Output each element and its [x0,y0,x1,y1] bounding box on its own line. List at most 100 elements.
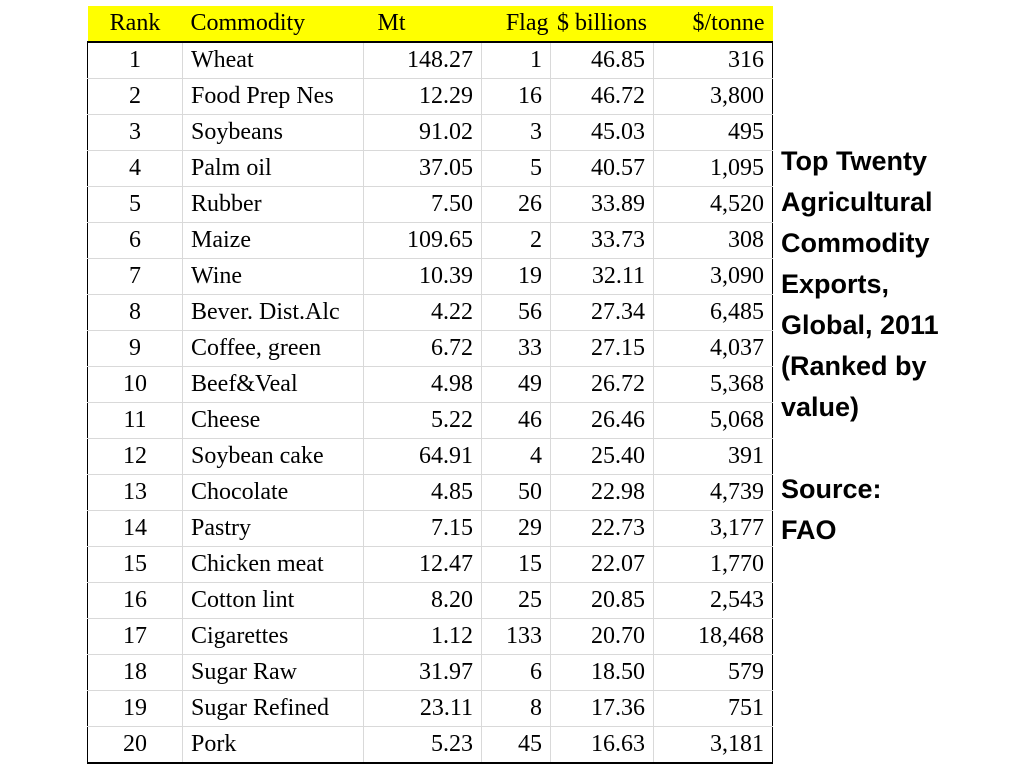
table-row: 11 Cheese 5.22 46 26.46 5,068 [87,402,773,439]
cell-commodity: Rubber [182,186,364,223]
cell-billions: 22.07 [550,546,654,583]
cell-billions: 33.73 [550,222,654,259]
table-row: 18 Sugar Raw 31.97 6 18.50 579 [87,654,773,691]
cell-rank: 12 [87,438,183,475]
cell-flag: 19 [481,258,551,295]
header-row: Rank Commodity Mt Flag $ billions $/tonn… [87,6,773,43]
cell-billions: 46.72 [550,78,654,115]
header-commodity: Commodity [182,6,364,43]
table-row: 7 Wine 10.39 19 32.11 3,090 [87,258,773,295]
chart-title: Top Twenty Agricultural Commodity Export… [781,146,939,422]
header-mt: Mt [363,6,482,43]
cell-commodity: Cheese [182,402,364,439]
cell-commodity: Wine [182,258,364,295]
cell-mt: 5.22 [363,402,482,439]
cell-per-tonne: 391 [653,438,773,475]
cell-commodity: Cigarettes [182,618,364,655]
commodity-table-container: Rank Commodity Mt Flag $ billions $/tonn… [87,6,773,764]
table-row: 4 Palm oil 37.05 5 40.57 1,095 [87,150,773,187]
cell-per-tonne: 3,800 [653,78,773,115]
table-row: 14 Pastry 7.15 29 22.73 3,177 [87,510,773,547]
cell-mt: 7.15 [363,510,482,547]
cell-rank: 17 [87,618,183,655]
cell-commodity: Sugar Refined [182,690,364,727]
cell-mt: 31.97 [363,654,482,691]
cell-rank: 1 [87,41,183,79]
cell-mt: 1.12 [363,618,482,655]
cell-mt: 109.65 [363,222,482,259]
cell-per-tonne: 3,181 [653,726,773,764]
cell-commodity: Cotton lint [182,582,364,619]
cell-per-tonne: 3,177 [653,510,773,547]
table-row: 8 Bever. Dist.Alc 4.22 56 27.34 6,485 [87,294,773,331]
cell-flag: 3 [481,114,551,151]
cell-rank: 6 [87,222,183,259]
cell-per-tonne: 4,520 [653,186,773,223]
cell-mt: 8.20 [363,582,482,619]
cell-commodity: Food Prep Nes [182,78,364,115]
table-row: 9 Coffee, green 6.72 33 27.15 4,037 [87,330,773,367]
cell-commodity: Beef&Veal [182,366,364,403]
cell-per-tonne: 4,037 [653,330,773,367]
cell-mt: 12.47 [363,546,482,583]
cell-per-tonne: 6,485 [653,294,773,331]
cell-per-tonne: 4,739 [653,474,773,511]
cell-mt: 10.39 [363,258,482,295]
cell-flag: 26 [481,186,551,223]
cell-per-tonne: 751 [653,690,773,727]
cell-flag: 2 [481,222,551,259]
cell-commodity: Coffee, green [182,330,364,367]
table-row: 2 Food Prep Nes 12.29 16 46.72 3,800 [87,78,773,115]
cell-per-tonne: 579 [653,654,773,691]
cell-rank: 13 [87,474,183,511]
cell-per-tonne: 18,468 [653,618,773,655]
cell-mt: 7.50 [363,186,482,223]
cell-flag: 6 [481,654,551,691]
table-header: Rank Commodity Mt Flag $ billions $/tonn… [87,6,773,43]
cell-commodity: Soybean cake [182,438,364,475]
cell-mt: 4.85 [363,474,482,511]
table-row: 15 Chicken meat 12.47 15 22.07 1,770 [87,546,773,583]
cell-per-tonne: 1,095 [653,150,773,187]
table-row: 19 Sugar Refined 23.11 8 17.36 751 [87,690,773,727]
table-row: 17 Cigarettes 1.12 133 20.70 18,468 [87,618,773,655]
cell-billions: 27.34 [550,294,654,331]
cell-billions: 20.85 [550,582,654,619]
cell-flag: 4 [481,438,551,475]
cell-per-tonne: 5,068 [653,402,773,439]
cell-per-tonne: 308 [653,222,773,259]
table-row: 16 Cotton lint 8.20 25 20.85 2,543 [87,582,773,619]
cell-mt: 37.05 [363,150,482,187]
cell-rank: 2 [87,78,183,115]
header-flag: Flag [481,6,551,43]
cell-flag: 45 [481,726,551,764]
table-row: 1 Wheat 148.27 1 46.85 316 [87,41,773,79]
cell-flag: 8 [481,690,551,727]
cell-commodity: Bever. Dist.Alc [182,294,364,331]
cell-rank: 14 [87,510,183,547]
cell-rank: 9 [87,330,183,367]
cell-billions: 26.72 [550,366,654,403]
cell-billions: 17.36 [550,690,654,727]
cell-commodity: Pork [182,726,364,764]
cell-mt: 12.29 [363,78,482,115]
cell-per-tonne: 2,543 [653,582,773,619]
source-note: Source: FAO [781,474,882,545]
header-billions: $ billions [550,6,654,43]
cell-billions: 25.40 [550,438,654,475]
cell-billions: 26.46 [550,402,654,439]
cell-billions: 27.15 [550,330,654,367]
header-per-tonne: $/tonne [653,6,773,43]
cell-rank: 3 [87,114,183,151]
table-body: 1 Wheat 148.27 1 46.85 316 2 Food Prep Nes 12.29… [87,41,773,764]
cell-mt: 5.23 [363,726,482,764]
cell-flag: 50 [481,474,551,511]
cell-billions: 22.73 [550,510,654,547]
cell-flag: 15 [481,546,551,583]
table-row: 12 Soybean cake 64.91 4 25.40 391 [87,438,773,475]
cell-rank: 18 [87,654,183,691]
cell-flag: 29 [481,510,551,547]
cell-commodity: Soybeans [182,114,364,151]
cell-rank: 7 [87,258,183,295]
cell-flag: 25 [481,582,551,619]
